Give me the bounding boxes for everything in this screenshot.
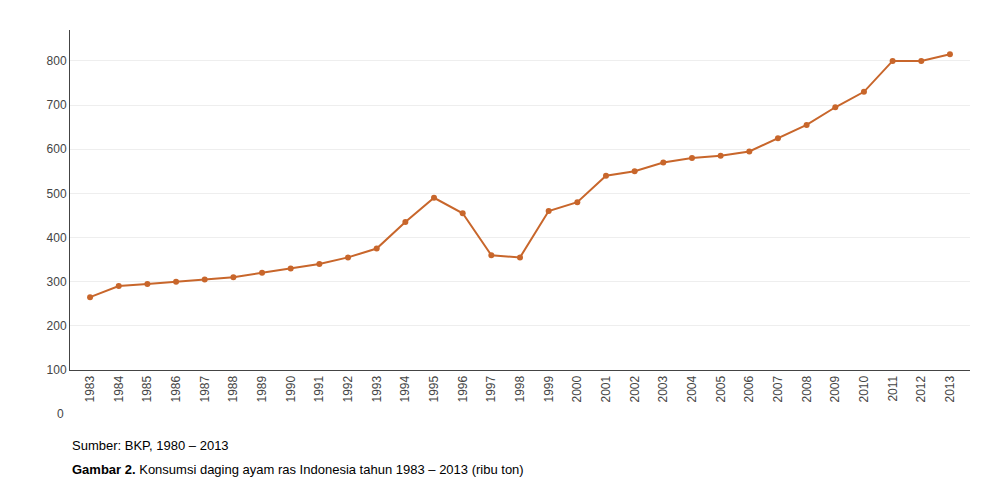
svg-text:2004: 2004 <box>685 375 699 402</box>
svg-text:1986: 1986 <box>169 375 183 402</box>
svg-text:2001: 2001 <box>599 375 613 402</box>
svg-text:1998: 1998 <box>513 375 527 402</box>
svg-text:400: 400 <box>47 231 67 245</box>
svg-text:1993: 1993 <box>370 375 384 402</box>
svg-text:1983: 1983 <box>83 375 97 402</box>
svg-text:2000: 2000 <box>570 375 584 402</box>
svg-text:1988: 1988 <box>226 375 240 402</box>
svg-text:1989: 1989 <box>255 375 269 402</box>
svg-text:1997: 1997 <box>484 375 498 402</box>
svg-text:Sumber: BKP, 1980 – 2013: Sumber: BKP, 1980 – 2013 <box>72 438 229 453</box>
svg-text:700: 700 <box>47 98 67 112</box>
svg-text:Gambar 2. Konsumsi daging ayam: Gambar 2. Konsumsi daging ayam ras Indon… <box>72 462 524 477</box>
svg-text:300: 300 <box>47 275 67 289</box>
svg-text:100: 100 <box>47 363 67 377</box>
svg-text:200: 200 <box>47 319 67 333</box>
svg-text:1990: 1990 <box>284 375 298 402</box>
svg-text:800: 800 <box>47 54 67 68</box>
svg-text:0: 0 <box>57 407 64 421</box>
svg-text:1984: 1984 <box>112 375 126 402</box>
svg-text:500: 500 <box>47 187 67 201</box>
svg-text:2010: 2010 <box>857 375 871 402</box>
svg-text:1987: 1987 <box>198 375 212 402</box>
svg-text:600: 600 <box>47 142 67 156</box>
svg-text:1992: 1992 <box>341 375 355 402</box>
svg-text:2013: 2013 <box>943 375 957 402</box>
svg-text:2007: 2007 <box>771 375 785 402</box>
svg-text:1991: 1991 <box>312 375 326 402</box>
svg-text:1996: 1996 <box>456 375 470 402</box>
svg-text:2005: 2005 <box>714 375 728 402</box>
svg-text:1999: 1999 <box>542 375 556 402</box>
svg-text:2012: 2012 <box>914 375 928 402</box>
svg-text:2009: 2009 <box>828 375 842 402</box>
svg-text:1995: 1995 <box>427 375 441 402</box>
svg-text:2003: 2003 <box>656 375 670 402</box>
svg-text:2011: 2011 <box>886 375 900 401</box>
svg-text:1994: 1994 <box>398 375 412 402</box>
svg-text:2006: 2006 <box>742 375 756 402</box>
svg-text:2008: 2008 <box>800 375 814 402</box>
svg-text:2002: 2002 <box>628 375 642 402</box>
svg-text:1985: 1985 <box>140 375 154 402</box>
